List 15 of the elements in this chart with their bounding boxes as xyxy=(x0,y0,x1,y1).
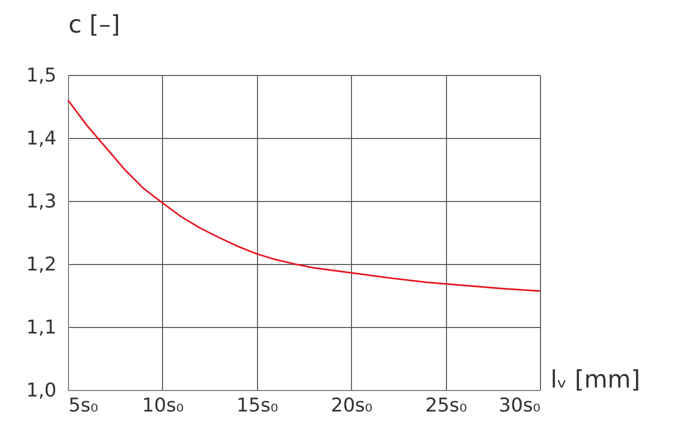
x-tick-label: 30s₀ xyxy=(498,394,540,416)
x-tick-label: 25s₀ xyxy=(425,394,467,416)
y-tick-label: 1,0 xyxy=(26,380,56,402)
x-tick-label: 20s₀ xyxy=(330,394,373,416)
y-tick-label: 1,1 xyxy=(26,316,56,338)
line-series xyxy=(67,99,541,292)
y-tick-label: 1,3 xyxy=(26,190,56,212)
y-tick-label: 1,4 xyxy=(26,128,56,150)
y-tick-label: 1,2 xyxy=(26,254,56,276)
x-tick-label: 5s₀ xyxy=(68,394,98,416)
y-tick-label: 1,5 xyxy=(26,64,56,86)
x-axis-title: lᵥ [mm] xyxy=(550,366,640,394)
x-tick-label: 10s₀ xyxy=(142,394,184,416)
x-tick-label: 15s₀ xyxy=(236,394,278,416)
y-axis-title: c [–] xyxy=(68,10,120,38)
